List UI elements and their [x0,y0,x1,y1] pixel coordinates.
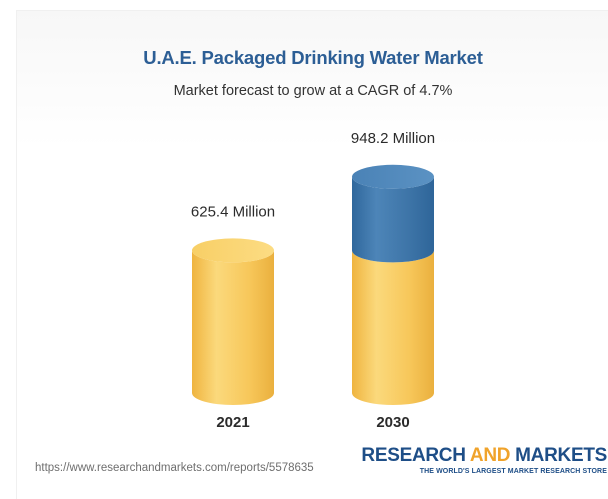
bar-base-segment [192,250,274,405]
value-label: 948.2 Million [351,130,435,147]
bar-growth-segment [352,176,434,263]
brand-name: RESEARCH AND MARKETS [361,445,607,467]
chart-title: U.A.E. Packaged Drinking Water Market [143,47,483,68]
value-label: 625.4 Million [191,203,275,220]
brand-name-research: RESEARCH [361,445,470,466]
bar-top-cap [192,238,274,263]
chart-card: U.A.E. Packaged Drinking Water Market Ma… [16,10,608,499]
chart-subtitle: Market forecast to grow at a CAGR of 4.7… [173,83,453,99]
category-label: 2030 [376,414,409,431]
source-url[interactable]: https://www.researchandmarkets.com/repor… [35,462,314,474]
category-label: 2021 [216,414,249,431]
brand-logo[interactable]: RESEARCH AND MARKETS THE WORLD'S LARGEST… [361,445,607,476]
brand-name-and: AND [469,445,511,466]
bar-2021 [192,238,274,405]
bar-base-segment [352,250,434,405]
bar-top-cap [352,164,434,189]
bar-2030 [352,164,434,405]
brand-tagline: THE WORLD'S LARGEST MARKET RESEARCH STOR… [419,468,607,475]
brand-name-markets: MARKETS [510,445,607,466]
cylinder-chart: 625.4 Million 2021 948.2 Million 2030 [191,130,435,431]
